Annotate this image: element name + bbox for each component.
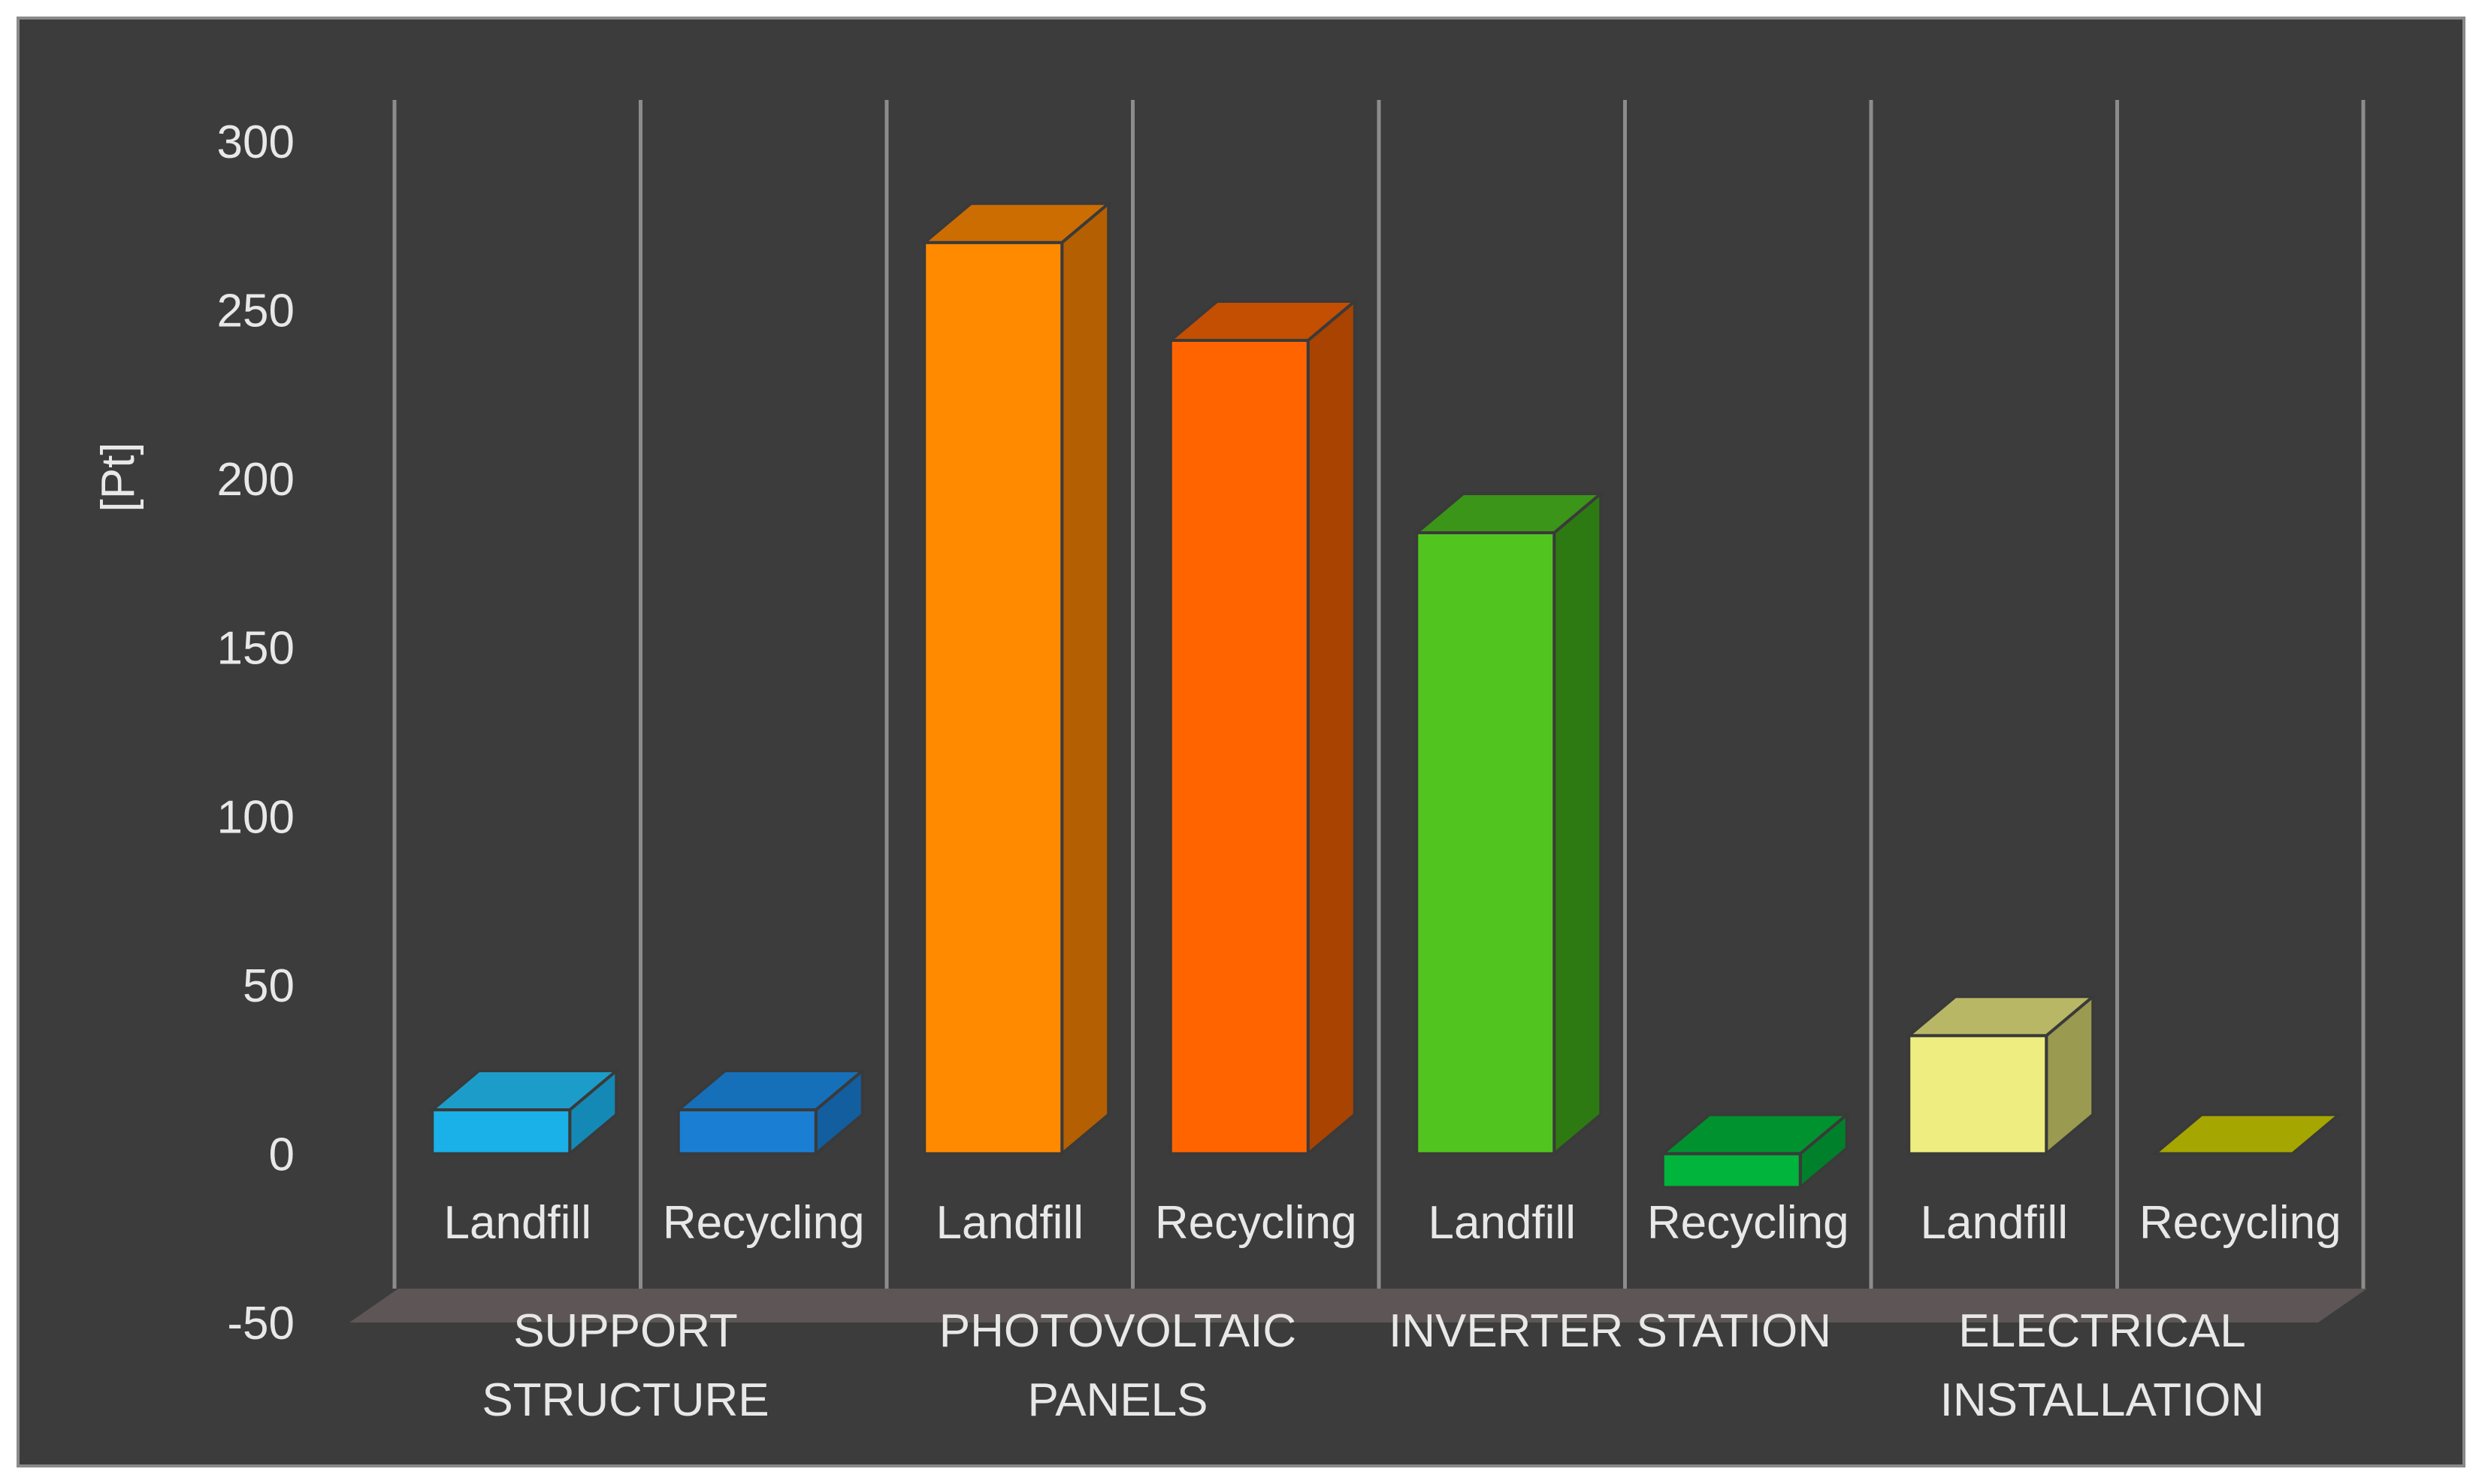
bars xyxy=(428,200,2344,1191)
bar xyxy=(428,1067,621,1157)
y-tick-label: 50 xyxy=(243,960,295,1012)
y-tick-label: 150 xyxy=(217,623,295,675)
chart-floor xyxy=(349,1289,2367,1322)
bar-front xyxy=(676,1108,818,1156)
bar-category-label: Landfill xyxy=(1428,1197,1576,1249)
bar-side xyxy=(1552,490,1603,1157)
group-labels: SUPPORT STRUCTURE PHOTOVOLTAIC PANELS INVERT… xyxy=(482,1305,2264,1426)
bar-front xyxy=(1415,531,1556,1156)
bar xyxy=(920,200,1113,1157)
y-tick-label: -50 xyxy=(227,1298,295,1350)
group-label: SUPPORT STRUCTURE xyxy=(482,1305,769,1426)
bar xyxy=(1412,490,1605,1157)
bar xyxy=(2151,1113,2344,1156)
bar-top xyxy=(428,1069,621,1112)
bar-top xyxy=(2151,1113,2344,1156)
bar xyxy=(1166,298,1359,1157)
bar-top xyxy=(1412,492,1605,535)
bar-front xyxy=(923,240,1064,1156)
bar-top xyxy=(920,201,1113,244)
bar-top xyxy=(1658,1113,1852,1156)
bar-category-label: Landfill xyxy=(936,1197,1084,1249)
group-label: PHOTOVOLTAIC PANELS xyxy=(939,1305,1296,1426)
y-axis: 300 250 200 150 100 50 0 -50 xyxy=(217,116,295,1350)
bar xyxy=(1904,993,2097,1157)
bar-front xyxy=(431,1108,572,1156)
bar xyxy=(1658,1111,1852,1191)
bar-front xyxy=(1661,1152,1802,1189)
bar-top xyxy=(674,1069,867,1112)
y-tick-label: 200 xyxy=(217,454,295,506)
group-label: ELECTRICAL INSTALLATION xyxy=(1940,1305,2265,1426)
y-tick-label: 0 xyxy=(269,1129,295,1180)
bar-category-label: Landfill xyxy=(444,1197,591,1249)
bar-front xyxy=(1907,1034,2048,1156)
bar-category-label: Recycling xyxy=(2139,1197,2341,1249)
bar xyxy=(674,1067,867,1157)
bar-labels: Landfill Recycling Landfill Recycling Landfi… xyxy=(444,1197,2341,1249)
bar-side xyxy=(1306,298,1356,1157)
bar-side xyxy=(1060,200,1111,1157)
bar-top xyxy=(1904,995,2097,1038)
y-axis-label: [Pt] xyxy=(92,442,144,512)
chart-walls xyxy=(392,100,2366,1289)
bar-category-label: Landfill xyxy=(1921,1197,2068,1249)
y-tick-label: 100 xyxy=(217,791,295,843)
y-tick-label: 300 xyxy=(217,116,295,168)
bar-category-label: Recycling xyxy=(1647,1197,1849,1249)
bar-front xyxy=(1168,338,1310,1156)
bar-category-label: Recycling xyxy=(663,1197,865,1249)
floor-plane xyxy=(349,1289,2367,1322)
y-tick-label: 250 xyxy=(217,286,295,337)
bar-category-label: Recycling xyxy=(1155,1197,1357,1249)
group-label: INVERTER STATION xyxy=(1389,1305,1831,1357)
bar-top xyxy=(1166,299,1359,342)
